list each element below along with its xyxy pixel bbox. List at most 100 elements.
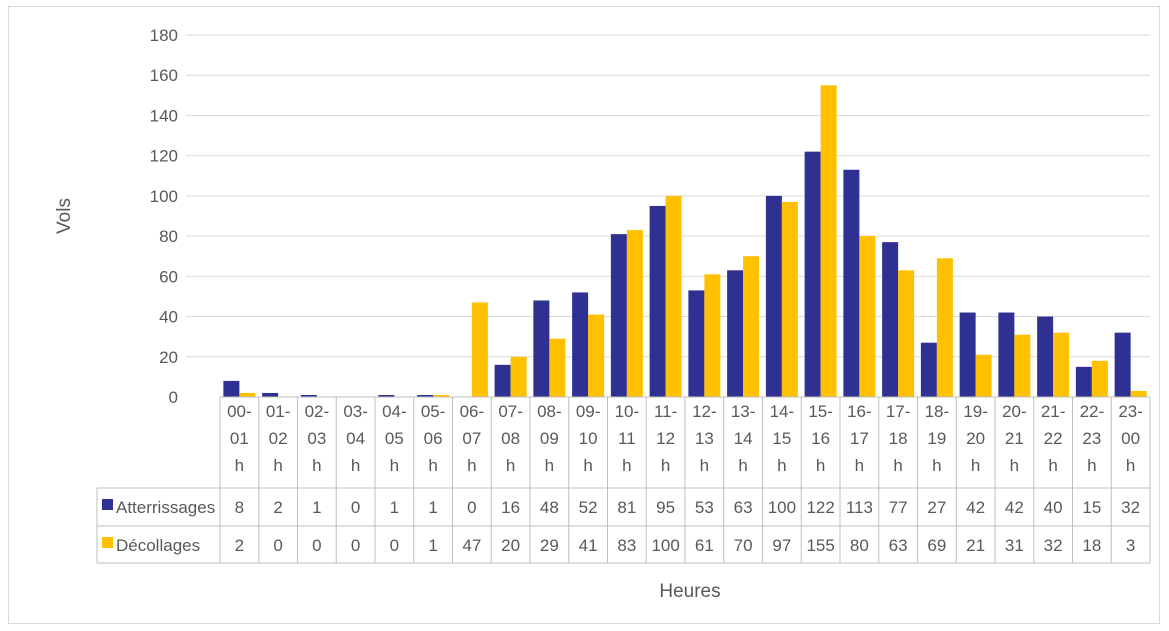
category-label: h bbox=[312, 456, 321, 475]
table-value: 122 bbox=[806, 498, 834, 517]
category-label: h bbox=[971, 456, 980, 475]
category-label: 14 bbox=[734, 429, 753, 448]
y-tick-label: 160 bbox=[150, 66, 178, 85]
category-label: 19- bbox=[963, 402, 988, 421]
category-label: h bbox=[1087, 456, 1096, 475]
bar-atterrissages bbox=[765, 195, 782, 397]
table-value: 0 bbox=[351, 536, 360, 555]
category-label: h bbox=[661, 456, 670, 475]
table-value: 27 bbox=[927, 498, 946, 517]
category-label: h bbox=[855, 456, 864, 475]
bar-atterrissages bbox=[998, 312, 1015, 397]
category-label: h bbox=[428, 456, 437, 475]
bar-atterrissages bbox=[649, 205, 666, 397]
table-value: 41 bbox=[579, 536, 598, 555]
category-label: 04- bbox=[382, 402, 407, 421]
category-label: h bbox=[777, 456, 786, 475]
category-label: 19 bbox=[927, 429, 946, 448]
category-label: 08- bbox=[537, 402, 562, 421]
table-value: 155 bbox=[806, 536, 834, 555]
y-tick-label: 100 bbox=[150, 187, 178, 206]
category-label: h bbox=[932, 456, 941, 475]
category-label: 10- bbox=[615, 402, 640, 421]
category-label: 01- bbox=[266, 402, 291, 421]
bars bbox=[223, 85, 1147, 398]
category-label: 22 bbox=[1044, 429, 1063, 448]
table-value: 100 bbox=[651, 536, 679, 555]
table-value: 63 bbox=[889, 536, 908, 555]
table-value: 0 bbox=[390, 536, 399, 555]
bar-atterrissages bbox=[223, 380, 240, 397]
table-value: 0 bbox=[273, 536, 282, 555]
bar-décollages bbox=[549, 338, 566, 397]
table-value: 42 bbox=[1005, 498, 1024, 517]
category-label: 13- bbox=[731, 402, 756, 421]
bar-atterrissages bbox=[688, 290, 705, 397]
category-label: 15 bbox=[772, 429, 791, 448]
category-label: 09 bbox=[540, 429, 559, 448]
category-label: 08 bbox=[501, 429, 520, 448]
category-label: 16 bbox=[811, 429, 830, 448]
bar-décollages bbox=[433, 394, 450, 397]
category-label: 20 bbox=[966, 429, 985, 448]
y-tick-label: 0 bbox=[169, 388, 178, 407]
bar-atterrissages bbox=[378, 394, 395, 397]
category-label: 07 bbox=[462, 429, 481, 448]
bar-atterrissages bbox=[959, 312, 976, 397]
table-value: 100 bbox=[768, 498, 796, 517]
category-label: 12- bbox=[692, 402, 717, 421]
table-value: 2 bbox=[235, 536, 244, 555]
category-label: 09- bbox=[576, 402, 601, 421]
bar-atterrissages bbox=[1037, 316, 1054, 397]
category-label: 12 bbox=[656, 429, 675, 448]
bar-décollages bbox=[471, 302, 488, 397]
bar-atterrissages bbox=[920, 342, 937, 397]
bar-décollages bbox=[588, 314, 605, 397]
table-value: 83 bbox=[617, 536, 636, 555]
y-tick-label: 40 bbox=[159, 308, 178, 327]
category-label: 02 bbox=[269, 429, 288, 448]
y-tick-label: 120 bbox=[150, 147, 178, 166]
category-label: h bbox=[738, 456, 747, 475]
table-value: 113 bbox=[846, 498, 873, 517]
bar-atterrissages bbox=[610, 234, 627, 397]
bar-atterrissages bbox=[727, 270, 744, 397]
category-label: 05 bbox=[385, 429, 404, 448]
bar-décollages bbox=[820, 85, 837, 398]
bar-décollages bbox=[936, 258, 953, 397]
category-label: h bbox=[893, 456, 902, 475]
data-table: 00-01h01-02h02-03h03-04h04-05h05-06h06-0… bbox=[96, 396, 1151, 564]
table-value: 63 bbox=[734, 498, 753, 517]
y-axis-title: Vols bbox=[54, 198, 75, 234]
category-label: h bbox=[622, 456, 631, 475]
table-value: 3 bbox=[1126, 536, 1135, 555]
table-value: 15 bbox=[1082, 498, 1101, 517]
category-label: 05- bbox=[421, 402, 446, 421]
category-label: 11- bbox=[654, 402, 677, 421]
bar-atterrissages bbox=[804, 151, 821, 397]
table-value: 80 bbox=[850, 536, 869, 555]
legend-label: Décollages bbox=[116, 536, 200, 555]
table-value: 18 bbox=[1082, 536, 1101, 555]
table-value: 53 bbox=[695, 498, 714, 517]
legend-swatch bbox=[102, 499, 113, 510]
table-value: 97 bbox=[772, 536, 791, 555]
bar-atterrissages bbox=[572, 292, 589, 397]
y-axis: 0 20 40 60 80 100 120 140 160 180 bbox=[150, 26, 178, 407]
legend-label: Atterrissages bbox=[116, 498, 215, 517]
category-label: 17- bbox=[886, 402, 911, 421]
table-value: 70 bbox=[734, 536, 753, 555]
bar-décollages bbox=[239, 392, 256, 397]
table-value: 21 bbox=[966, 536, 985, 555]
legend-swatch bbox=[102, 537, 113, 548]
table-value: 20 bbox=[501, 536, 520, 555]
bar-atterrissages bbox=[262, 392, 279, 397]
bar-décollages bbox=[781, 201, 798, 397]
bar-décollages bbox=[743, 256, 760, 397]
category-label: 16- bbox=[847, 402, 872, 421]
table-value: 2 bbox=[273, 498, 282, 517]
category-label: 06- bbox=[460, 402, 485, 421]
table-value: 69 bbox=[927, 536, 946, 555]
y-tick-label: 60 bbox=[159, 267, 178, 286]
